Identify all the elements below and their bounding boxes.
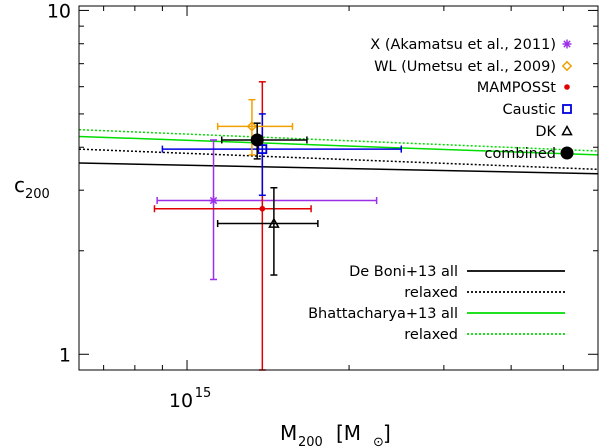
marker-legend-dk	[561, 124, 573, 136]
point-wl	[216, 98, 294, 156]
model-lines	[78, 128, 599, 175]
marker-legend-wl	[561, 60, 573, 72]
marker-combined	[250, 133, 264, 147]
x-tick-label: 10	[169, 390, 193, 412]
line-deboni-relaxed	[78, 148, 599, 171]
marker-x-ray-stroke-3	[209, 196, 218, 205]
x-axis-label-unit: [M	[336, 421, 361, 445]
y-tick-label: 1	[59, 344, 71, 366]
marker-legend-x-ray-stroke-3	[563, 40, 571, 48]
marker-caustic	[257, 144, 268, 155]
point-mamposst	[153, 81, 312, 371]
y-axis-label-sub: 200	[25, 187, 50, 202]
x-axis-label: M	[280, 421, 297, 445]
x-axis-label-unit-sym: ⊙	[373, 435, 384, 447]
legend-label-caustic: Caustic	[503, 102, 556, 118]
legend-label-x-ray: X (Akamatsu et al., 2011)	[370, 37, 556, 53]
legend-label-combined: combined	[484, 146, 556, 162]
x-tick-label-exponent: 15	[195, 386, 212, 401]
marker-wl	[246, 121, 258, 132]
line-bhatt-all	[78, 135, 599, 156]
legend-label-deboni-all: De Boni+13 all	[349, 264, 458, 280]
marker-legend-caustic	[562, 104, 572, 114]
line-bhatt-relaxed	[78, 128, 599, 152]
marker-legend-mamposst	[564, 84, 570, 90]
y-tick-label: 10	[47, 0, 71, 22]
marker-dk	[268, 217, 280, 228]
marker-x-ray	[209, 196, 219, 206]
legend-label-bhatt-relaxed: relaxed	[404, 327, 458, 343]
legend-label-mamposst: MAMPOSSt	[477, 80, 557, 96]
point-combined	[220, 122, 308, 160]
legend-label-deboni-relaxed: relaxed	[404, 285, 458, 301]
line-deboni-all	[78, 162, 599, 175]
marker-mamposst	[259, 205, 266, 212]
legend-label-wl: WL (Umetsu et al., 2009)	[374, 59, 556, 75]
point-dk	[216, 186, 319, 276]
plot-frame	[78, 5, 599, 371]
marker-legend-x-ray	[562, 39, 572, 49]
data-points	[153, 81, 402, 371]
marker-legend-combined	[560, 146, 574, 160]
legend-label-bhatt-all: Bhattacharya+13 all	[308, 306, 458, 322]
y-axis-label: c	[14, 173, 25, 197]
point-x-ray	[156, 139, 378, 281]
point-caustic	[161, 113, 402, 197]
x-axis-label-unit-close: ]	[383, 421, 391, 445]
legend: X (Akamatsu et al., 2011) WL (Umetsu et a…	[308, 37, 574, 343]
x-axis-label-sub: 200	[298, 435, 323, 447]
legend-label-dk: DK	[535, 124, 556, 140]
